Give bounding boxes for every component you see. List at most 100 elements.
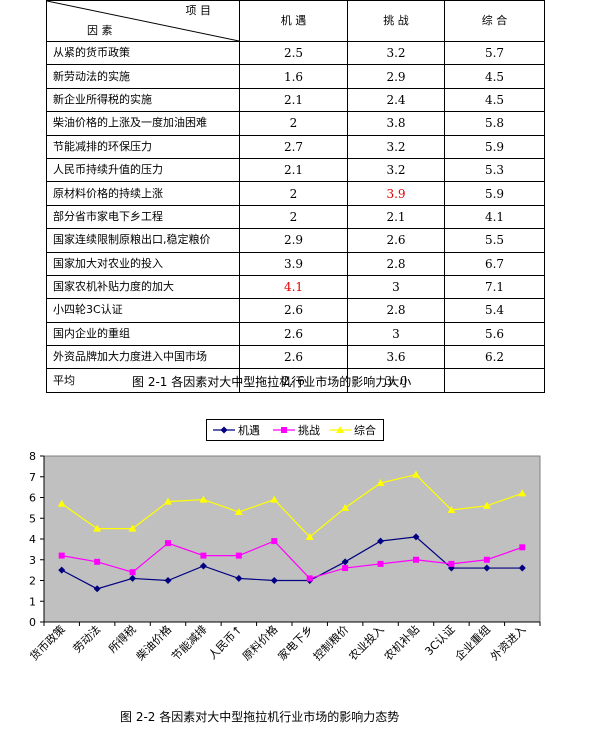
data-point <box>341 503 350 511</box>
legend-label: 挑战 <box>298 423 320 437</box>
data-point <box>281 427 287 433</box>
opportunity-value: 2.7 <box>239 134 348 159</box>
opportunity-value: 2.6 <box>239 298 348 323</box>
overall-value: 5.4 <box>444 298 545 323</box>
data-point <box>200 552 207 559</box>
y-tick-label: 0 <box>29 616 36 629</box>
data-point <box>342 565 349 572</box>
y-tick-label: 4 <box>29 533 36 546</box>
data-point <box>57 499 66 507</box>
overall-value: 6.2 <box>444 345 545 370</box>
data-point <box>271 538 278 545</box>
data-point <box>482 501 491 509</box>
opportunity-value: 2 <box>239 181 348 206</box>
x-tick-label: 3C认证 <box>422 623 457 658</box>
legend-graphic: 机遇 挑战 综合 <box>213 423 376 437</box>
data-point <box>377 560 384 567</box>
opportunity-value: 2.9 <box>239 228 348 253</box>
series-1 <box>58 538 526 582</box>
challenge-value: 3 <box>347 321 445 347</box>
series-line <box>61 474 523 538</box>
challenge-value: 2.8 <box>347 251 445 276</box>
x-tick-label: 家电下乡 <box>275 622 316 663</box>
data-point <box>94 558 101 565</box>
x-tick-label: 所得税 <box>105 622 138 655</box>
table-row: 柴油价格的上涨及一度加油困难 2 3.8 5.8 <box>46 111 545 136</box>
data-point <box>164 497 172 505</box>
factor-cell: 节能减排的环保压力 <box>46 134 240 159</box>
opportunity-value: 2.5 <box>239 40 348 66</box>
data-point <box>483 556 490 563</box>
x-tick-label: 劳动法 <box>70 622 103 655</box>
factor-cell: 国家加大对农业的投入 <box>46 251 240 276</box>
data-point <box>129 574 137 582</box>
x-tick-label: 农机补贴 <box>381 622 422 663</box>
data-point <box>483 564 491 572</box>
opportunity-value: 2.6 <box>239 345 348 370</box>
challenge-value: 3.2 <box>347 134 445 159</box>
y-tick-label: 1 <box>29 595 36 608</box>
challenge-value: 3.2 <box>347 157 445 183</box>
table-row: 小四轮3C认证 2.6 2.8 5.4 <box>46 298 545 323</box>
factor-cell: 柴油价格的上涨及一度加油困难 <box>46 111 240 136</box>
legend-label: 综合 <box>354 423 376 437</box>
table-row: 平均 2. 6 3. 0 <box>46 368 545 393</box>
header-col-opportunity: 机 遇 <box>239 0 348 42</box>
data-point <box>412 533 420 541</box>
header-item-label: 项 目 <box>185 4 212 17</box>
diagonal-line <box>47 1 239 41</box>
opportunity-value: 2.6 <box>239 321 348 347</box>
overall-value: 5.9 <box>444 134 545 159</box>
factor-cell: 国内企业的重组 <box>46 321 240 347</box>
overall-value: 4.5 <box>444 64 545 89</box>
opportunity-value: 2. 6 <box>239 368 348 393</box>
x-tick-label: 柴油价格 <box>133 622 174 663</box>
data-point <box>165 540 171 547</box>
header-col-overall: 综 合 <box>444 0 545 42</box>
header-col-challenge: 挑 战 <box>347 0 445 42</box>
y-tick-label: 5 <box>29 512 36 525</box>
data-point <box>448 560 455 567</box>
opportunity-value: 2 <box>239 204 348 230</box>
opportunity-value: 2.1 <box>239 87 348 113</box>
data-point <box>235 574 243 582</box>
impact-table: 项 目 因 素 机 遇 挑 战 综 合 从紧的货币政策 2.5 3.2 5.7 新劳动法… <box>46 0 545 393</box>
factor-cell: 平均 <box>46 368 240 393</box>
data-point <box>234 508 243 516</box>
challenge-value: 2.4 <box>347 87 445 113</box>
table-row: 新劳动法的实施 1.6 2.9 4.5 <box>46 64 545 89</box>
data-point <box>447 564 455 572</box>
x-tick-label: 外资进入 <box>488 623 528 663</box>
data-point <box>128 524 137 532</box>
series-2 <box>57 470 527 540</box>
overall-value: 5.6 <box>444 321 545 347</box>
challenge-value: 3.9 <box>347 181 445 206</box>
challenge-value: 2.1 <box>347 204 445 230</box>
data-point <box>518 564 526 572</box>
opportunity-value: 2 <box>239 111 348 136</box>
overall-value: 6.7 <box>444 251 545 276</box>
data-point <box>93 524 102 532</box>
x-tick-label: 人民币↑ <box>206 623 245 662</box>
challenge-value: 3.8 <box>347 111 445 136</box>
diagonal-header-cell: 项 目 因 素 <box>46 0 240 42</box>
data-point <box>447 505 456 513</box>
legend-label: 机遇 <box>238 423 260 437</box>
data-point <box>270 577 278 584</box>
y-tick-label: 8 <box>29 450 36 463</box>
table-row: 部分省市家电下乡工程 2 2.1 4.1 <box>46 204 545 230</box>
factor-cell: 国家连续限制原粮出口,稳定粮价 <box>46 228 240 253</box>
x-tick-label: 节能减排 <box>169 622 210 663</box>
factor-cell: 小四轮3C认证 <box>46 298 240 323</box>
data-point <box>518 489 527 497</box>
table-row: 国家加大对农业的投入 3.9 2.8 6.7 <box>46 251 545 276</box>
challenge-value: 2.9 <box>347 64 445 89</box>
opportunity-value: 3.9 <box>239 251 348 276</box>
table-row: 从紧的货币政策 2.5 3.2 5.7 <box>46 40 545 66</box>
y-tick-label: 2 <box>29 575 36 588</box>
overall-value <box>444 368 545 393</box>
data-point <box>305 532 314 540</box>
data-point <box>377 537 385 545</box>
overall-value: 5.3 <box>444 157 545 183</box>
